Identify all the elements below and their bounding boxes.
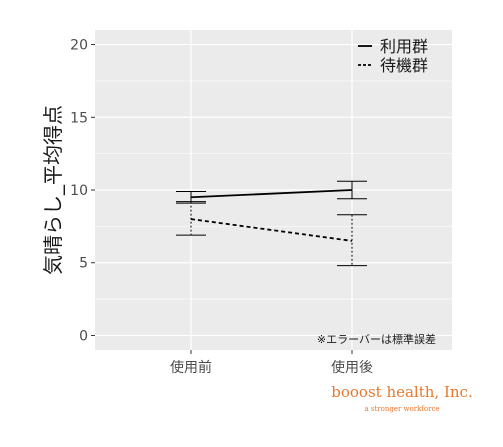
brand-logo-name: booost health, Inc.: [331, 383, 472, 401]
y-tick-label: 20: [70, 38, 88, 54]
error-bar-note: ※エラーバーは標準誤差: [317, 332, 436, 346]
y-axis-label: 気晴らし_平均得点: [41, 105, 65, 275]
y-tick-label: 10: [70, 183, 88, 199]
x-axis-ticks: 使用前 使用後: [170, 350, 373, 376]
grid-minor: [95, 80, 452, 300]
series-line: [190, 218, 353, 242]
series-line: [190, 189, 353, 199]
y-tick-label: 15: [70, 110, 88, 126]
x-tick-label: 使用後: [331, 359, 373, 376]
y-tick-label: 0: [79, 328, 88, 344]
legend-label-1: 利用群: [380, 37, 428, 56]
y-axis-ticks: 0 5 10 15 20: [70, 38, 95, 344]
series-layer: [176, 180, 367, 267]
y-tick-label: 5: [79, 256, 88, 272]
brand-logo-tagline: a stronger workforce: [364, 405, 439, 413]
series-2: [176, 201, 367, 267]
x-tick-label: 使用前: [170, 359, 212, 376]
legend-label-2: 待機群: [380, 56, 428, 75]
